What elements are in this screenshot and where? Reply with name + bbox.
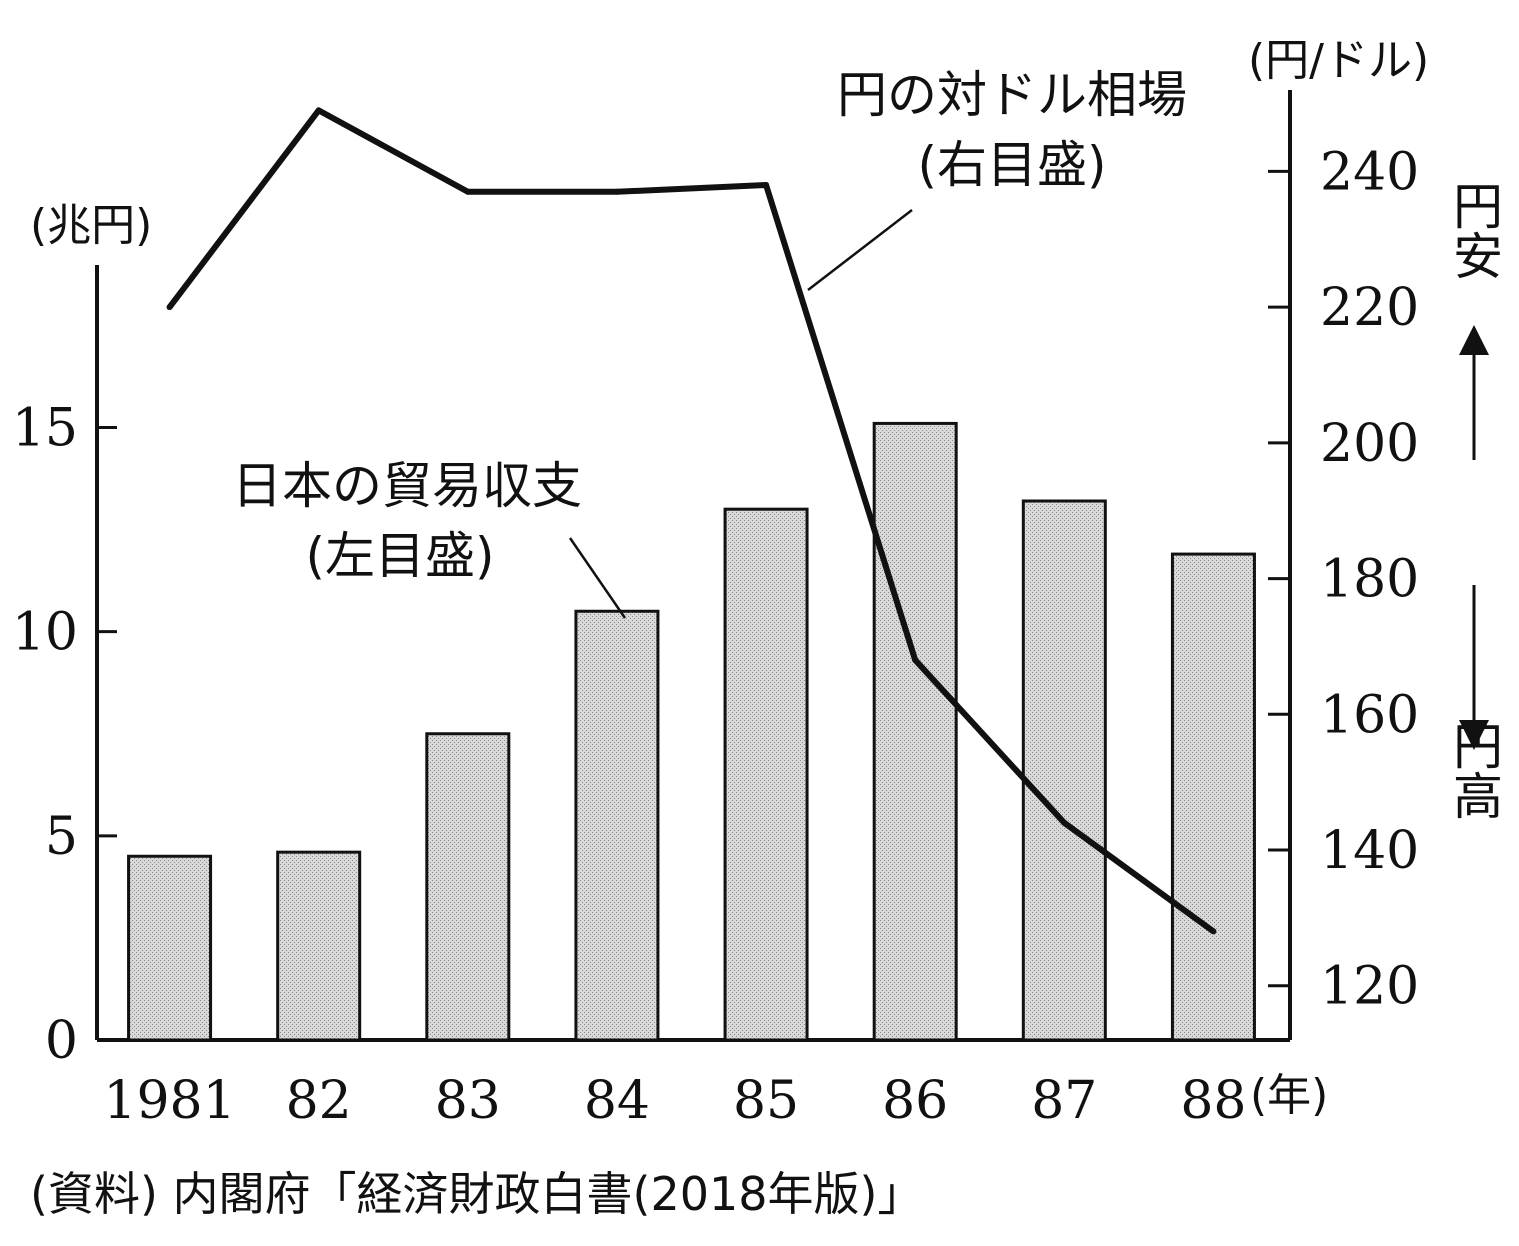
line-point-84 bbox=[613, 188, 620, 195]
left-tick-label: 10 bbox=[12, 603, 78, 663]
bar-trade-balance-85 bbox=[723, 507, 809, 1042]
x-tick-label: 87 bbox=[1031, 1071, 1097, 1131]
left-tick-label: 5 bbox=[45, 807, 78, 867]
strong-yen-label: 円高 bbox=[1445, 720, 1503, 820]
line-point-87 bbox=[1061, 819, 1068, 826]
line-point-86 bbox=[912, 657, 919, 663]
x-tick-label: 84 bbox=[584, 1071, 650, 1131]
bar-trade-balance-82 bbox=[276, 850, 362, 1042]
x-tick-label: 83 bbox=[435, 1071, 501, 1131]
right-tick-label: 220 bbox=[1320, 278, 1419, 338]
left-tick-label: 15 bbox=[12, 399, 78, 459]
x-tick-label: 82 bbox=[286, 1071, 352, 1131]
right-tick-label: 180 bbox=[1320, 550, 1419, 610]
right-tick-label: 140 bbox=[1320, 821, 1419, 881]
line-point-83 bbox=[464, 188, 471, 195]
line-yen-dollar-rate bbox=[167, 107, 1216, 934]
line-point-85 bbox=[763, 182, 770, 188]
bar-trade-balance-83 bbox=[425, 732, 511, 1042]
line-series-label: 円の対ドル相場 bbox=[837, 66, 1187, 124]
right-axis-unit: (円/ドル) bbox=[1248, 35, 1429, 86]
line-point-1981 bbox=[166, 304, 173, 311]
line-series-axis-note: (右目盛) bbox=[917, 136, 1106, 194]
bar-series-axis-note: (左目盛) bbox=[305, 527, 494, 585]
right-tick-label: 240 bbox=[1320, 142, 1419, 202]
bar-series-label: 日本の貿易収支 bbox=[232, 457, 582, 515]
weak-yen-label: 円安 bbox=[1445, 180, 1503, 280]
line-point-88 bbox=[1210, 928, 1217, 935]
line-label-leader bbox=[807, 209, 913, 291]
bar-trade-balance-84 bbox=[574, 609, 660, 1042]
x-ticks: 1981 82 83 84 85 86 87 88 bbox=[103, 1071, 1246, 1131]
x-tick-label: 86 bbox=[882, 1071, 948, 1131]
bars bbox=[127, 421, 1256, 1042]
bar-trade-balance-87 bbox=[1021, 499, 1107, 1042]
left-ticks: 0 5 10 15 bbox=[12, 399, 117, 1071]
bar-trade-balance-86 bbox=[872, 421, 958, 1042]
right-tick-label: 200 bbox=[1320, 414, 1419, 474]
line-point-82 bbox=[315, 107, 322, 114]
x-tick-label: 85 bbox=[733, 1071, 799, 1131]
line-layer bbox=[166, 107, 1217, 935]
x-tick-label: 1981 bbox=[103, 1071, 235, 1131]
left-tick-label: 0 bbox=[45, 1011, 78, 1071]
right-tick-label: 120 bbox=[1320, 957, 1419, 1017]
bar-trade-balance-1981 bbox=[127, 854, 213, 1042]
bar-label-leader bbox=[568, 537, 627, 619]
source-note: (資料) 内閣府「経済財政白書(2018年版)」 bbox=[30, 1167, 923, 1221]
x-axis-unit: (年) bbox=[1250, 1070, 1328, 1121]
bar-trade-balance-88 bbox=[1170, 552, 1256, 1042]
right-tick-label: 160 bbox=[1320, 685, 1419, 745]
left-axis-unit: (兆円) bbox=[30, 200, 152, 251]
x-tick-label: 88 bbox=[1180, 1071, 1246, 1131]
right-ticks: 120 140 160 180 200 220 240 bbox=[1268, 142, 1419, 1017]
